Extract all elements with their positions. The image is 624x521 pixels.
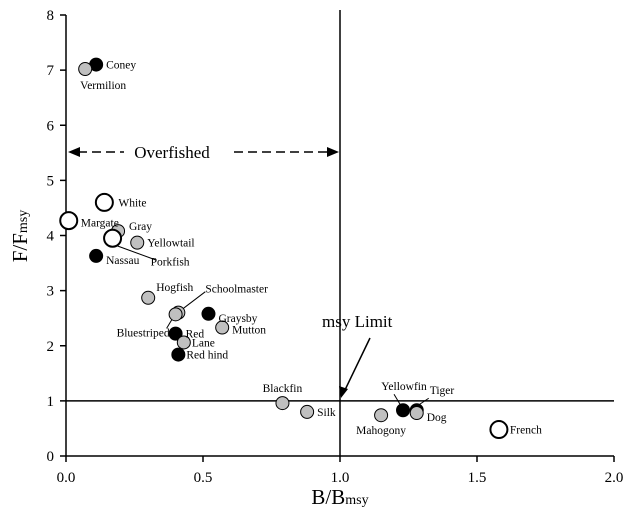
point-label-blackfin: Blackfin (263, 383, 303, 395)
point-silk (300, 404, 315, 419)
overfished-label: Overfished (134, 143, 210, 162)
leader-line-yellowfin (393, 393, 401, 405)
point-red-hind (171, 347, 186, 362)
point-label-tiger: Tiger (430, 385, 455, 397)
point-yellowfin (396, 403, 411, 418)
point-label-red: Red (186, 329, 205, 341)
leader-line-tiger (419, 397, 429, 405)
x-axis-title: B/Bmsy (311, 485, 368, 509)
point-label-schoolmaster: Schoolmaster (205, 284, 268, 296)
point-blackfin (275, 396, 290, 411)
point-margate (59, 211, 79, 231)
point-mutton (215, 320, 230, 335)
point-nassau (89, 248, 104, 263)
x-tick-label: 0.0 (57, 470, 76, 486)
point-label-coney: Coney (106, 60, 136, 72)
y-tick-label: 6 (47, 118, 55, 134)
y-axis-title: F/Fmsy (8, 210, 32, 263)
arrow-left-icon (68, 147, 80, 157)
point-bluestriped (168, 307, 183, 322)
y-tick-label: 5 (47, 173, 55, 189)
point-graysby (201, 306, 216, 321)
msy-limit-label: msy Limit (322, 312, 393, 331)
y-tick-label: 4 (47, 229, 55, 245)
arrow-right-icon (327, 147, 339, 157)
point-label-nassau: Nassau (106, 255, 139, 267)
point-label-yellowtail: Yellowtail (147, 238, 194, 250)
point-hogfish (141, 290, 156, 305)
y-tick-label: 2 (47, 339, 55, 355)
y-tick-label: 8 (47, 8, 55, 24)
point-yellowtail (130, 235, 145, 250)
point-porkfish (103, 228, 123, 248)
point-label-bluestriped: Bluestriped (117, 327, 170, 339)
point-label-mutton: Mutton (232, 325, 266, 337)
x-tick-label: 1.0 (331, 470, 350, 486)
overfished-arrows (68, 147, 339, 157)
x-tick-label: 2.0 (605, 470, 624, 486)
y-tick-label: 0 (47, 449, 55, 465)
point-label-white: White (118, 197, 146, 209)
x-tick-label: 1.5 (468, 470, 487, 486)
y-tick-label: 3 (47, 284, 55, 300)
point-dog (409, 406, 424, 421)
y-tick-label: 7 (47, 63, 55, 79)
point-label-vermilion: Vermilion (80, 80, 126, 92)
msy-limit-arrow (339, 337, 371, 398)
y-axis-title-sub: msy (16, 210, 31, 233)
point-mahogony (374, 408, 389, 423)
leader-line-schoolmaster (180, 291, 206, 312)
point-label-porkfish: Porkfish (151, 256, 190, 268)
point-label-gray: Gray (129, 221, 152, 233)
point-lane (176, 335, 191, 350)
point-label-french: French (510, 425, 542, 437)
point-label-red-hind: Red hind (186, 350, 228, 362)
point-label-silk: Silk (317, 407, 336, 419)
point-red (168, 326, 183, 341)
point-french (489, 420, 509, 440)
point-vermilion (78, 62, 93, 77)
x-tick-label: 0.5 (194, 470, 213, 486)
point-label-graysby: Graysby (218, 313, 257, 325)
point-label-mahogony: Mahogony (356, 425, 406, 437)
point-label-margate: Margate (81, 218, 119, 230)
y-tick-label: 1 (47, 394, 55, 410)
leader-line-porkfish (115, 244, 157, 261)
point-label-hogfish: Hogfish (156, 282, 193, 294)
point-label-yellowfin: Yellowfin (381, 381, 427, 393)
point-white (94, 192, 114, 212)
point-label-dog: Dog (427, 412, 447, 424)
x-axis-title-sub: msy (345, 493, 368, 508)
point-label-lane: Lane (192, 337, 215, 349)
